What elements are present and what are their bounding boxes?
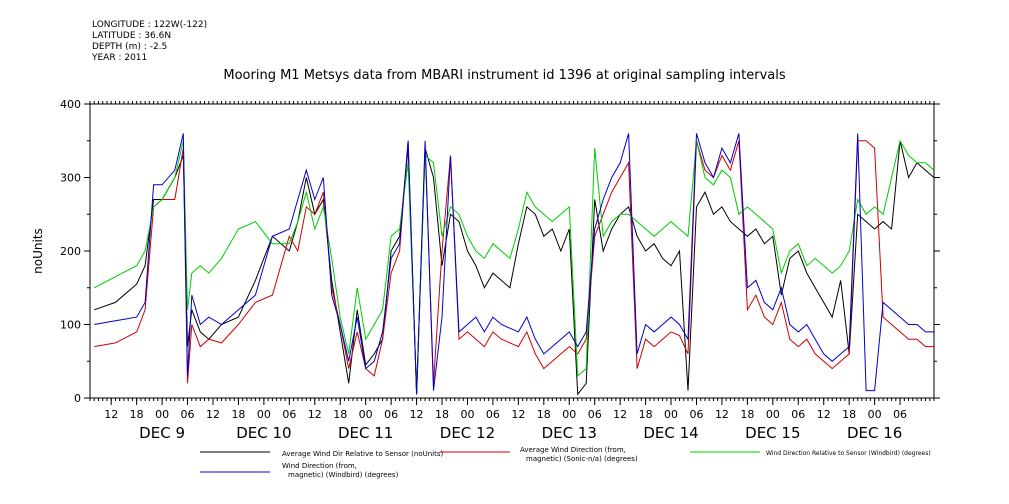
legend-label: Average Wind Direction (from, [520, 446, 626, 454]
chart-title: Mooring M1 Metsys data from MBARI instru… [223, 68, 786, 83]
x-tick-label: 12 [511, 408, 525, 421]
legend-label: Wind Direction (from, [282, 462, 357, 470]
series-line-2 [94, 140, 934, 395]
x-tick-label: 12 [104, 408, 118, 421]
x-tick-label: 06 [588, 408, 602, 421]
x-day-label: DEC 16 [847, 424, 902, 442]
legend-label: Average Wind Dir Relative to Sensor (noU… [282, 450, 443, 458]
y-tick-label: 200 [60, 245, 81, 258]
series-line-1 [94, 140, 934, 396]
y-axis-label: noUnits [31, 228, 45, 274]
x-tick-label: 12 [206, 408, 220, 421]
x-tick-label: 06 [893, 408, 907, 421]
y-tick-label: 100 [60, 319, 81, 332]
metadata-block: LONGITUDE : 122W(-122) LATITUDE : 36.6N … [92, 20, 207, 64]
legend-label: magnetic) (Windbird) (degrees) [288, 471, 399, 479]
series-line-3 [93, 139, 934, 391]
x-day-label: DEC 14 [643, 424, 698, 442]
x-tick-label: 12 [817, 408, 831, 421]
x-day-label: DEC 11 [338, 424, 393, 442]
x-day-label: DEC 9 [139, 424, 185, 442]
legend-label: magnetic) (Sonic-n/a) (degrees) [526, 455, 638, 463]
legend-label: Wind Direction Relative to Sensor (Windb… [766, 450, 931, 457]
x-tick-label: 06 [384, 408, 398, 421]
meta-line: LONGITUDE : 122W(-122) [92, 20, 208, 30]
x-day-label: DEC 12 [440, 424, 495, 442]
x-tick-label: 18 [639, 408, 653, 421]
x-tick-label: 00 [257, 408, 271, 421]
y-tick-label: 300 [60, 172, 81, 185]
x-tick-label: 12 [613, 408, 627, 421]
x-tick-label: 00 [155, 408, 169, 421]
meta-line: LATITUDE : 36.6N [92, 31, 172, 41]
x-tick-label: 06 [791, 408, 805, 421]
x-tick-label: 18 [842, 408, 856, 421]
y-tick-label: 400 [60, 98, 81, 111]
x-tick-label: 06 [181, 408, 195, 421]
x-tick-label: 00 [766, 408, 780, 421]
x-tick-label: 00 [664, 408, 678, 421]
x-tick-label: 18 [740, 408, 754, 421]
y-tick-label: 0 [74, 392, 81, 405]
x-tick-label: 00 [868, 408, 882, 421]
x-tick-label: 18 [130, 408, 144, 421]
x-tick-label: 12 [715, 408, 729, 421]
x-day-label: DEC 10 [236, 424, 291, 442]
x-tick-label: 18 [231, 408, 245, 421]
x-tick-label: 06 [689, 408, 703, 421]
x-tick-label: 18 [537, 408, 551, 421]
x-tick-label: 06 [282, 408, 296, 421]
meta-line: YEAR : 2011 [92, 53, 148, 63]
x-tick-label: 18 [333, 408, 347, 421]
x-tick-label: 06 [486, 408, 500, 421]
x-tick-label: 12 [410, 408, 424, 421]
series-line-4 [94, 133, 934, 395]
x-tick-label: 00 [562, 408, 576, 421]
x-tick-label: 00 [460, 408, 474, 421]
meta-line: DEPTH (m) : -2.5 [92, 42, 168, 52]
x-day-label: DEC 15 [745, 424, 800, 442]
x-day-label: DEC 13 [542, 424, 597, 442]
x-tick-label: 12 [308, 408, 322, 421]
x-tick-label: 00 [359, 408, 373, 421]
x-tick-label: 18 [435, 408, 449, 421]
